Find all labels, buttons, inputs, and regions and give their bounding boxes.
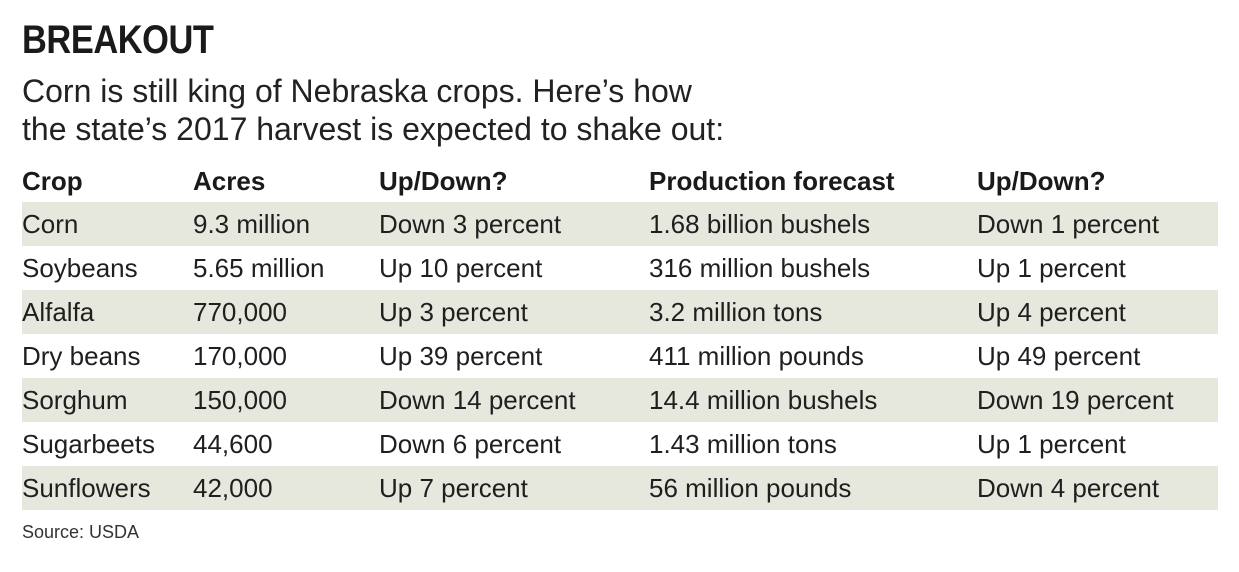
cell-production-change: Up 1 percent <box>977 246 1218 290</box>
cell-production-change: Up 4 percent <box>977 290 1218 334</box>
cell-production: 14.4 million bushels <box>649 378 977 422</box>
cell-acres: 44,600 <box>193 422 379 466</box>
cell-crop: Sugarbeets <box>22 422 193 466</box>
cell-acres-change: Down 3 percent <box>379 202 649 246</box>
page-title: BREAKOUT <box>22 18 214 62</box>
table-header-row: Crop Acres Up/Down? Production forecast … <box>22 160 1218 202</box>
cell-acres: 150,000 <box>193 378 379 422</box>
cell-crop: Alfalfa <box>22 290 193 334</box>
cell-production: 411 million pounds <box>649 334 977 378</box>
table-row: Alfalfa 770,000 Up 3 percent 3.2 million… <box>22 290 1218 334</box>
cell-crop: Sunflowers <box>22 466 193 510</box>
cell-acres-change: Up 10 percent <box>379 246 649 290</box>
cell-acres-change: Up 3 percent <box>379 290 649 334</box>
cell-acres: 9.3 million <box>193 202 379 246</box>
cell-acres-change: Down 14 percent <box>379 378 649 422</box>
cell-production-change: Up 1 percent <box>977 422 1218 466</box>
source-credit: Source: USDA <box>22 522 140 542</box>
cell-crop: Corn <box>22 202 193 246</box>
cell-acres: 770,000 <box>193 290 379 334</box>
subtitle-line-2: the state’s 2017 harvest is expected to … <box>22 111 725 147</box>
cell-crop: Soybeans <box>22 246 193 290</box>
cell-production: 316 million bushels <box>649 246 977 290</box>
table-row: Soybeans 5.65 million Up 10 percent 316 … <box>22 246 1218 290</box>
header-production-forecast: Production forecast <box>649 165 895 196</box>
cell-production: 3.2 million tons <box>649 290 977 334</box>
table-row: Sunflowers 42,000 Up 7 percent 56 millio… <box>22 466 1218 510</box>
subtitle-line-1: Corn is still king of Nebraska crops. He… <box>22 73 692 109</box>
cell-production-change: Down 19 percent <box>977 378 1218 422</box>
header-crop: Crop <box>22 165 83 196</box>
cell-production-change: Down 4 percent <box>977 466 1218 510</box>
cell-production-change: Up 49 percent <box>977 334 1218 378</box>
cell-production: 56 million pounds <box>649 466 977 510</box>
subtitle: Corn is still king of Nebraska crops. He… <box>22 72 922 148</box>
table-row: Dry beans 170,000 Up 39 percent 411 mill… <box>22 334 1218 378</box>
table-row: Corn 9.3 million Down 3 percent 1.68 bil… <box>22 202 1218 246</box>
breakout-graphic: BREAKOUT Corn is still king of Nebraska … <box>22 14 1218 543</box>
cell-acres: 42,000 <box>193 466 379 510</box>
crop-table: Crop Acres Up/Down? Production forecast … <box>22 160 1218 510</box>
cell-acres-change: Up 39 percent <box>379 334 649 378</box>
cell-crop: Sorghum <box>22 378 193 422</box>
cell-crop: Dry beans <box>22 334 193 378</box>
cell-acres: 170,000 <box>193 334 379 378</box>
table-row: Sugarbeets 44,600 Down 6 percent 1.43 mi… <box>22 422 1218 466</box>
table-row: Sorghum 150,000 Down 14 percent 14.4 mil… <box>22 378 1218 422</box>
header-acres: Acres <box>193 165 266 196</box>
header-acres-change: Up/Down? <box>379 165 508 196</box>
cell-production-change: Down 1 percent <box>977 202 1218 246</box>
cell-acres-change: Up 7 percent <box>379 466 649 510</box>
header-production-change: Up/Down? <box>977 165 1106 196</box>
cell-acres-change: Down 6 percent <box>379 422 649 466</box>
cell-production: 1.43 million tons <box>649 422 977 466</box>
cell-production: 1.68 billion bushels <box>649 202 977 246</box>
cell-acres: 5.65 million <box>193 246 379 290</box>
